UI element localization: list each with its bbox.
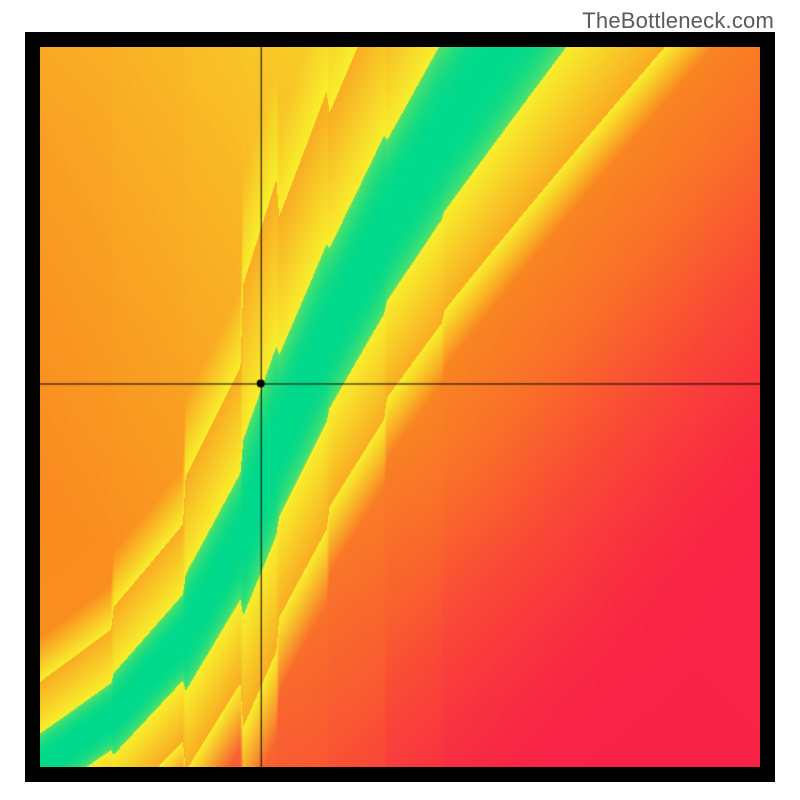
chart-container: TheBottleneck.com bbox=[0, 0, 800, 800]
watermark-text: TheBottleneck.com bbox=[582, 8, 774, 34]
plot-frame bbox=[25, 32, 775, 782]
plot-area bbox=[40, 47, 760, 767]
heatmap-canvas bbox=[40, 47, 760, 767]
